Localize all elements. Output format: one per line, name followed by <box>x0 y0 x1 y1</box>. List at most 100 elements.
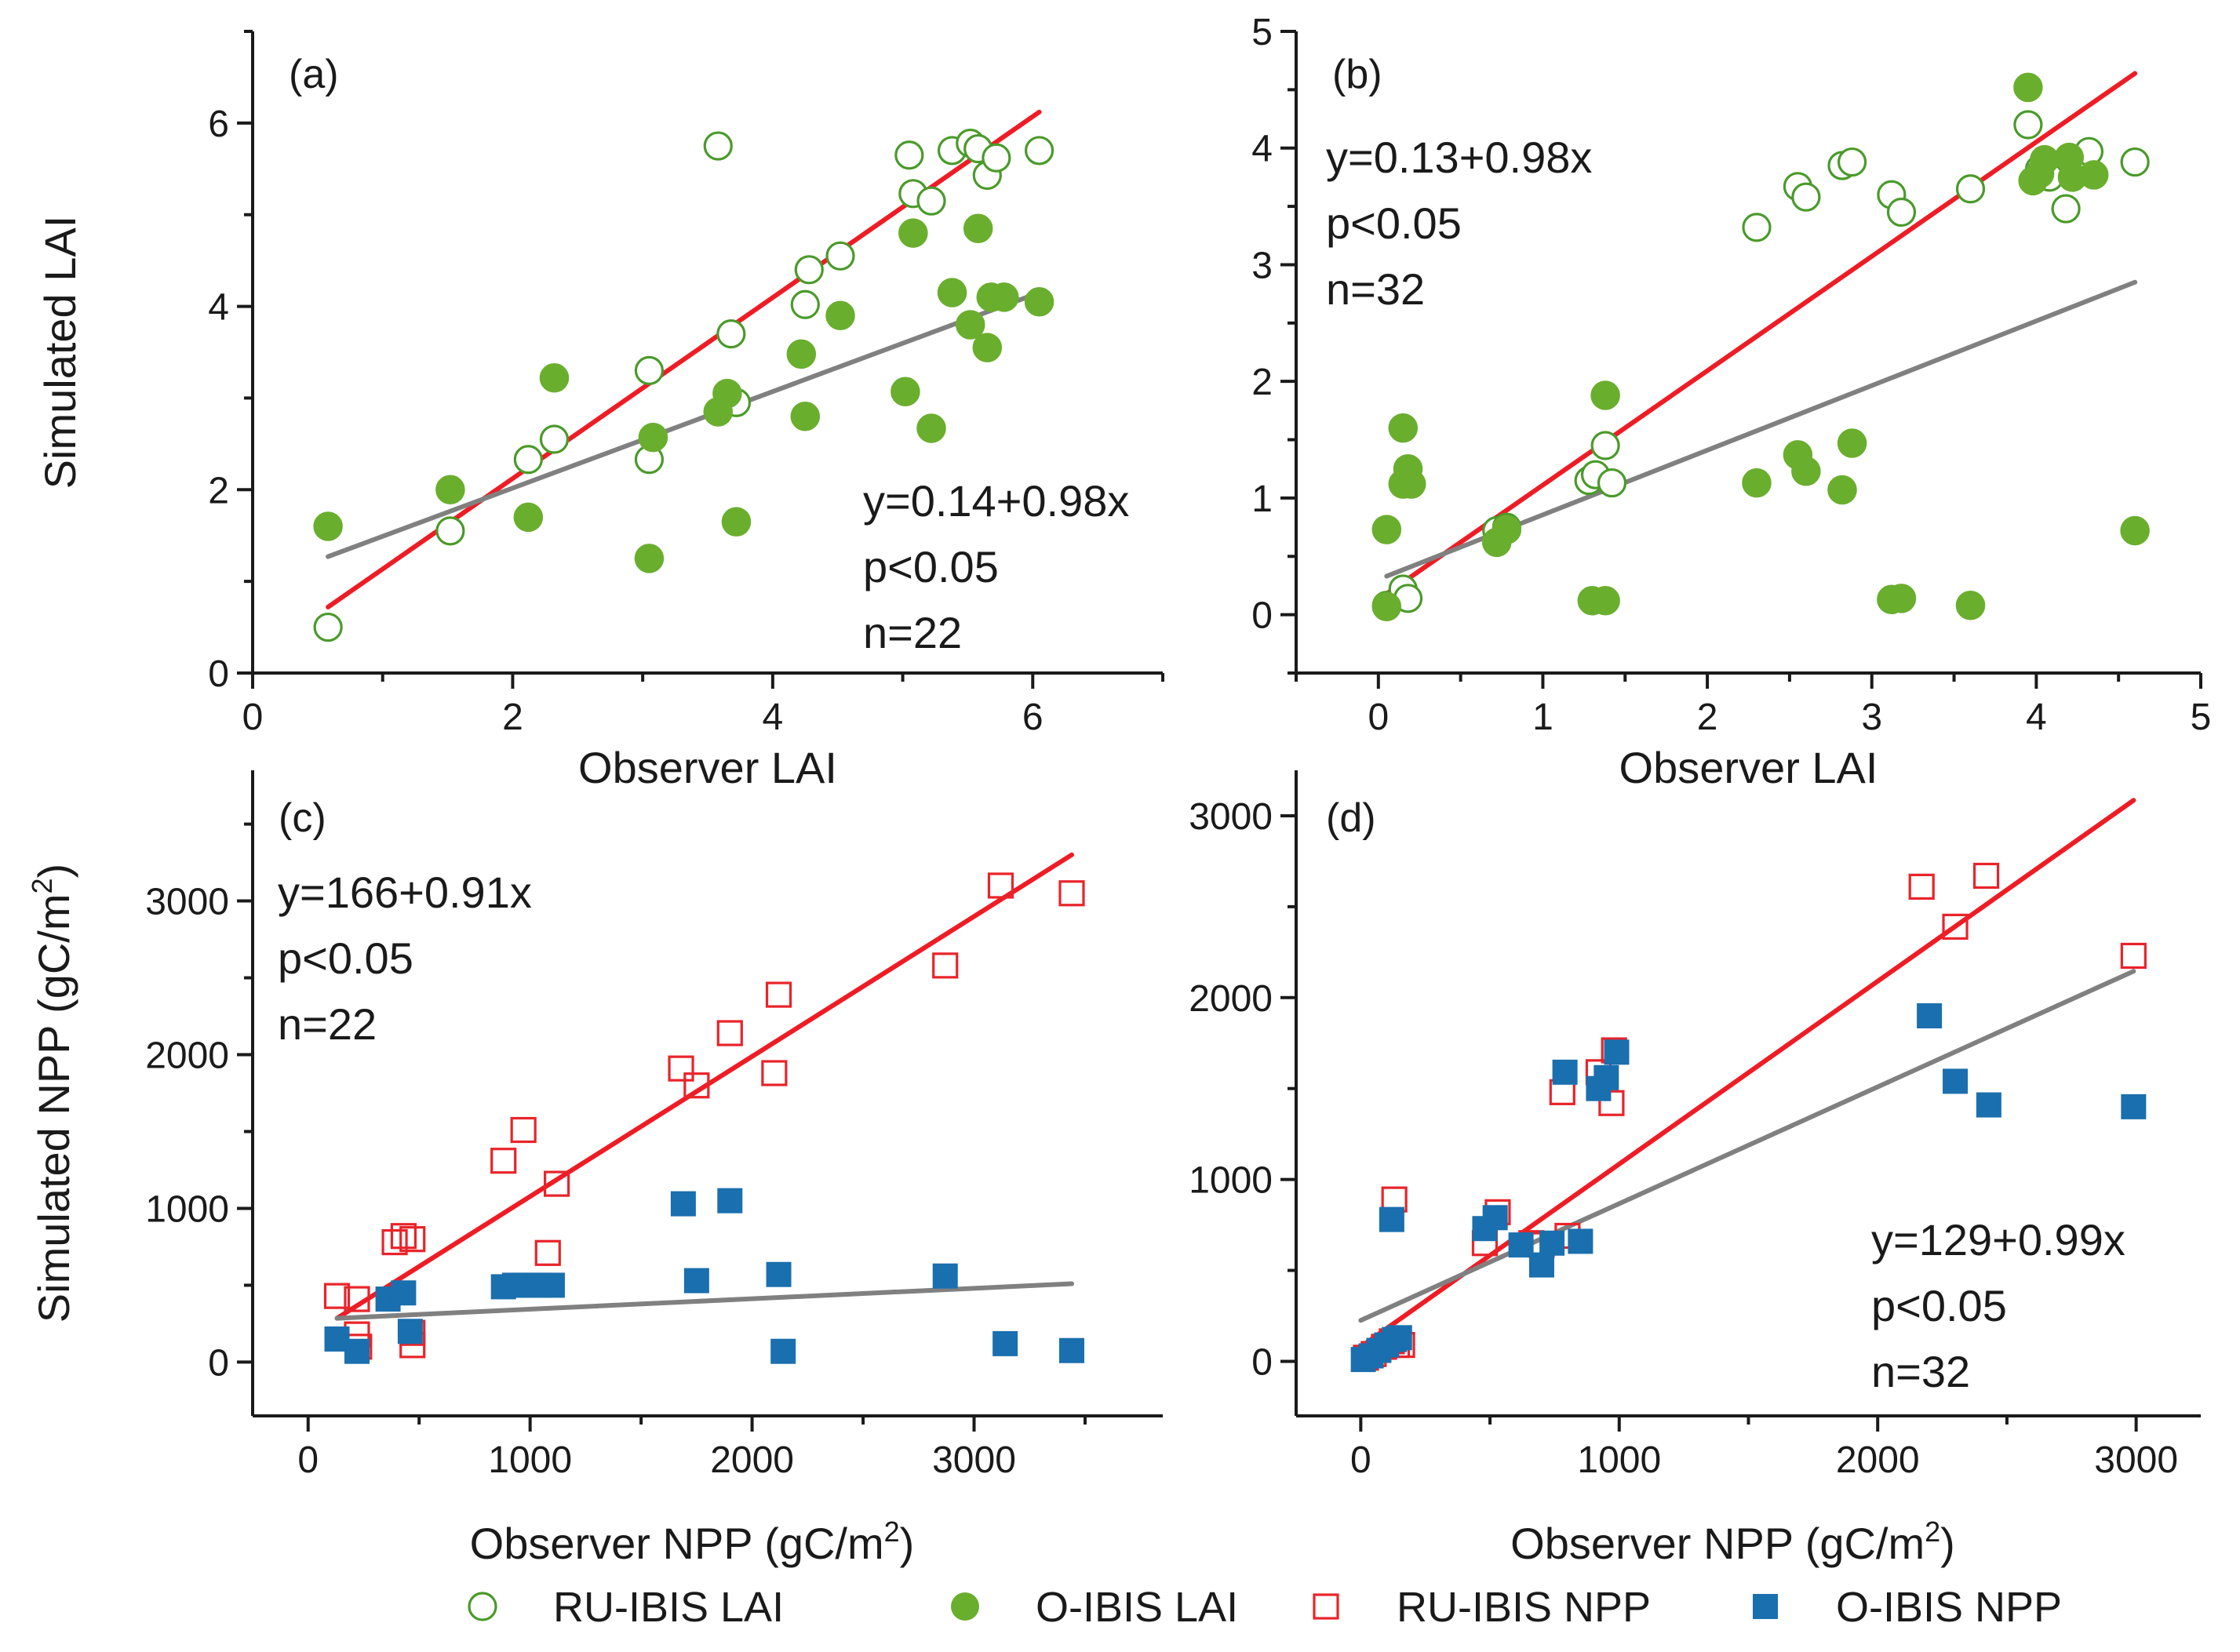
x-tick-label: 2000 <box>1836 1439 1920 1481</box>
x-tick-label: 0 <box>1350 1439 1371 1481</box>
ru-ibis-lai-point <box>894 140 924 170</box>
o-ibis-lai-point <box>1886 584 1917 613</box>
y-tick-label: 2 <box>208 470 229 511</box>
o-ibis-npp-point <box>1386 1325 1412 1351</box>
panel-c-npp-scatter: 0 1000 2000 3000 0 1000 2000 3000 Observer NPP (… <box>26 770 1163 1568</box>
o-ibis-lai-point <box>638 422 668 453</box>
ru-ibis-npp-point <box>344 1286 370 1312</box>
ru-ibis-fit-line <box>326 109 1042 609</box>
x-tick-label: 1000 <box>488 1439 572 1481</box>
panel-label: (a) <box>289 52 339 97</box>
legend-label: RU-IBIS NPP <box>1397 1584 1651 1631</box>
o-ibis-lai-point <box>313 511 343 541</box>
o-ibis-npp-point <box>1568 1228 1593 1254</box>
o-ibis-lai-point <box>891 377 920 406</box>
o-ibis-fit-line <box>1358 969 2136 1323</box>
o-ibis-npp-point <box>1604 1039 1630 1065</box>
ru-ibis-lai-point <box>1590 431 1620 460</box>
stat-line-1: p<0.05 <box>863 542 999 591</box>
o-ibis-npp-point <box>344 1338 370 1364</box>
o-ibis-npp-point <box>1059 1337 1084 1363</box>
x-axis-title: Observer NPP (gC/m2) <box>1510 1516 1955 1568</box>
o-ibis-lai-point <box>712 378 742 409</box>
ru-ibis-npp-point <box>761 1060 788 1086</box>
y-tick-label: 2 <box>1251 362 1273 403</box>
ru-ibis-npp-point <box>716 1020 743 1046</box>
y-tick-label: 0 <box>1251 1341 1273 1383</box>
legend-marker-filled-square <box>1753 1594 1778 1619</box>
o-ibis-lai-point <box>1371 591 1402 621</box>
x-axis-title-close: ) <box>1940 1519 1955 1568</box>
ru-ibis-npp-point <box>323 1283 351 1309</box>
o-ibis-npp-point <box>932 1263 958 1289</box>
panel-label: (b) <box>1332 52 1382 97</box>
figure-legend: RU-IBIS LAI O-IBIS LAI RU-IBIS NPP O-IBIS N… <box>468 1584 2062 1631</box>
legend-marker-open-circle <box>468 1592 497 1621</box>
o-ibis-lai-point <box>435 475 465 505</box>
ru-ibis-fit-line <box>1358 798 2136 1349</box>
ru-ibis-lai-point <box>513 445 543 475</box>
o-ibis-lai-point <box>2120 515 2150 546</box>
panel-b-lai-scatter: 0 1 2 3 4 5 0 1 2 3 4 5 Observer LAI (b) y=0.13+0.98x p… <box>1251 12 2211 792</box>
o-ibis-npp-point <box>683 1268 709 1294</box>
ru-ibis-npp-point <box>1598 1090 1625 1116</box>
x-tick-label: 4 <box>763 697 784 738</box>
o-ibis-npp-point <box>539 1272 565 1298</box>
y-tick-label: 1000 <box>145 1188 229 1230</box>
y-tick-label: 4 <box>208 287 229 329</box>
y-axis-title-superscript: 2 <box>26 878 58 893</box>
ru-ibis-npp-point <box>765 981 792 1008</box>
legend-label: RU-IBIS LAI <box>553 1584 784 1631</box>
o-ibis-npp-point <box>1976 1092 2001 1118</box>
panel-a-lai-scatter: 0 2 4 6 0 2 4 6 Observer LAI Simulated LAI (a) y=0.… <box>35 30 1164 792</box>
x-axis-title-superscript: 2 <box>1925 1516 1940 1548</box>
x-tick-label: 2 <box>1697 697 1718 738</box>
x-axis-title: Observer NPP (gC/m2) <box>470 1516 915 1568</box>
o-ibis-lai-point <box>790 402 821 431</box>
stat-line-0: y=129+0.99x <box>1871 1215 2125 1264</box>
y-tick-label: 2000 <box>145 1035 229 1077</box>
o-ibis-lai-point <box>513 502 544 533</box>
x-tick-label: 2000 <box>710 1439 794 1481</box>
ru-ibis-lai-point <box>2120 147 2150 177</box>
x-tick-label: 6 <box>1022 697 1044 738</box>
ru-ibis-lai-point <box>634 355 665 385</box>
o-ibis-lai-point <box>989 282 1019 312</box>
o-ibis-npp-point <box>1482 1205 1508 1231</box>
o-ibis-lai-point <box>2078 160 2109 190</box>
ru-ibis-fit-line <box>1384 71 2138 596</box>
o-ibis-lai-point <box>2013 72 2043 103</box>
ru-ibis-npp-point <box>1058 880 1085 907</box>
ru-ibis-lai-point <box>1886 197 1917 227</box>
o-ibis-lai-point <box>1590 380 1620 410</box>
o-ibis-lai-point <box>1827 475 1857 505</box>
legend-item-ru-npp: RU-IBIS NPP <box>1313 1584 1651 1631</box>
o-ibis-fit-line <box>334 1281 1074 1321</box>
y-tick-label: 3000 <box>1189 796 1273 838</box>
ru-ibis-lai-point <box>539 424 570 454</box>
x-tick-label: 3 <box>1861 697 1882 738</box>
legend-item-ru-lai: RU-IBIS LAI <box>468 1584 784 1631</box>
o-ibis-lai-point <box>955 310 985 340</box>
ru-ibis-lai-point <box>1597 468 1627 498</box>
o-ibis-npp-point <box>766 1261 792 1287</box>
stat-line-2: n=22 <box>278 999 377 1049</box>
y-axis-title-close: ) <box>29 864 78 879</box>
y-axis-title: Simulated LAI <box>35 216 85 489</box>
o-ibis-npp-point <box>717 1188 743 1214</box>
o-ibis-lai-point <box>1742 468 1772 498</box>
o-ibis-npp-point <box>770 1338 796 1364</box>
o-ibis-lai-point <box>1791 456 1821 486</box>
o-ibis-npp-point <box>1539 1230 1565 1256</box>
x-tick-label: 5 <box>2191 697 2212 738</box>
stat-line-2: n=32 <box>1871 1347 1970 1396</box>
o-ibis-lai-point <box>539 362 570 393</box>
legend-item-o-npp: O-IBIS NPP <box>1753 1584 2062 1631</box>
o-ibis-npp-point <box>391 1280 417 1306</box>
ru-ibis-npp-point <box>1908 873 1935 900</box>
o-ibis-npp-point <box>397 1319 423 1345</box>
ru-ibis-lai-point <box>1742 213 1772 242</box>
y-tick-label: 0 <box>208 653 229 695</box>
o-ibis-lai-point <box>634 544 665 573</box>
